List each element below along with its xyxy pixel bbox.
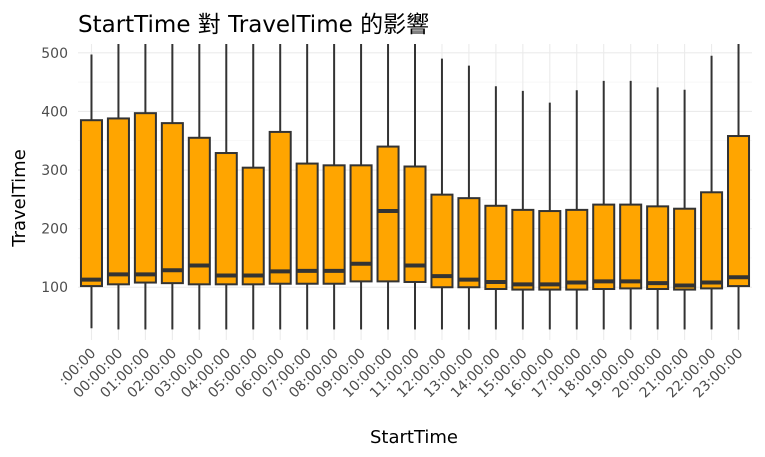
box-18: [565, 90, 589, 330]
box-5: [214, 44, 238, 330]
box-7: [268, 44, 292, 330]
box-rect: [160, 122, 184, 285]
box-6: [241, 44, 265, 330]
box-rect: [484, 204, 508, 291]
chart-title: StartTime 對 TravelTime 的影響: [78, 12, 429, 38]
y-tick-label: 500: [41, 46, 68, 62]
box-rect: [673, 207, 697, 291]
box-rect: [538, 210, 562, 291]
box-rect: [376, 145, 400, 283]
box-8: [295, 44, 319, 330]
box-rect: [700, 191, 724, 290]
y-tick-label: 400: [41, 104, 68, 120]
box-rect: [79, 119, 103, 288]
box-rect: [349, 164, 373, 283]
box-15: [484, 86, 508, 330]
box-rect: [592, 203, 616, 291]
box-rect: [511, 208, 535, 291]
box-rect: [727, 135, 751, 288]
box-23: [700, 55, 724, 330]
x-tick-labels: :00:0000:00:0001:00:0002:00:0003:00:0004…: [56, 346, 746, 402]
y-tick-label: 100: [41, 280, 68, 296]
box-rect: [565, 208, 589, 291]
box-13: [430, 58, 454, 330]
y-axis-title: TravelTime: [9, 149, 30, 248]
box-19: [592, 80, 616, 330]
box-22: [673, 89, 697, 330]
box-12: [403, 44, 427, 330]
box-14: [457, 65, 481, 330]
box-rect: [430, 193, 454, 289]
box-16: [511, 90, 535, 330]
box-rect: [241, 166, 265, 286]
y-tick-label: 200: [41, 222, 68, 238]
box-0: [79, 54, 103, 329]
box-21: [646, 87, 670, 330]
box-rect: [457, 197, 481, 289]
y-tick-labels: 100 200 300 400 500: [41, 46, 68, 296]
boxes-layer: [79, 44, 751, 330]
box-rect: [619, 203, 643, 290]
box-9: [322, 44, 346, 330]
box-24: [727, 44, 751, 330]
y-tick-label: 300: [41, 163, 68, 179]
box-11: [376, 44, 400, 330]
box-rect: [403, 165, 427, 283]
box-rect: [295, 162, 319, 285]
box-20: [619, 80, 643, 330]
box-rect: [106, 117, 130, 286]
box-17: [538, 102, 562, 330]
box-10: [349, 44, 373, 330]
box-3: [160, 44, 184, 330]
box-rect: [268, 130, 292, 285]
x-axis-title: StartTime: [370, 427, 458, 448]
box-rect: [214, 152, 238, 286]
box-4: [187, 44, 211, 330]
box-rect: [133, 112, 157, 284]
box-rect: [646, 205, 670, 291]
box-1: [106, 44, 130, 330]
box-rect: [187, 136, 211, 286]
box-2: [133, 44, 157, 330]
box-rect: [322, 164, 346, 285]
